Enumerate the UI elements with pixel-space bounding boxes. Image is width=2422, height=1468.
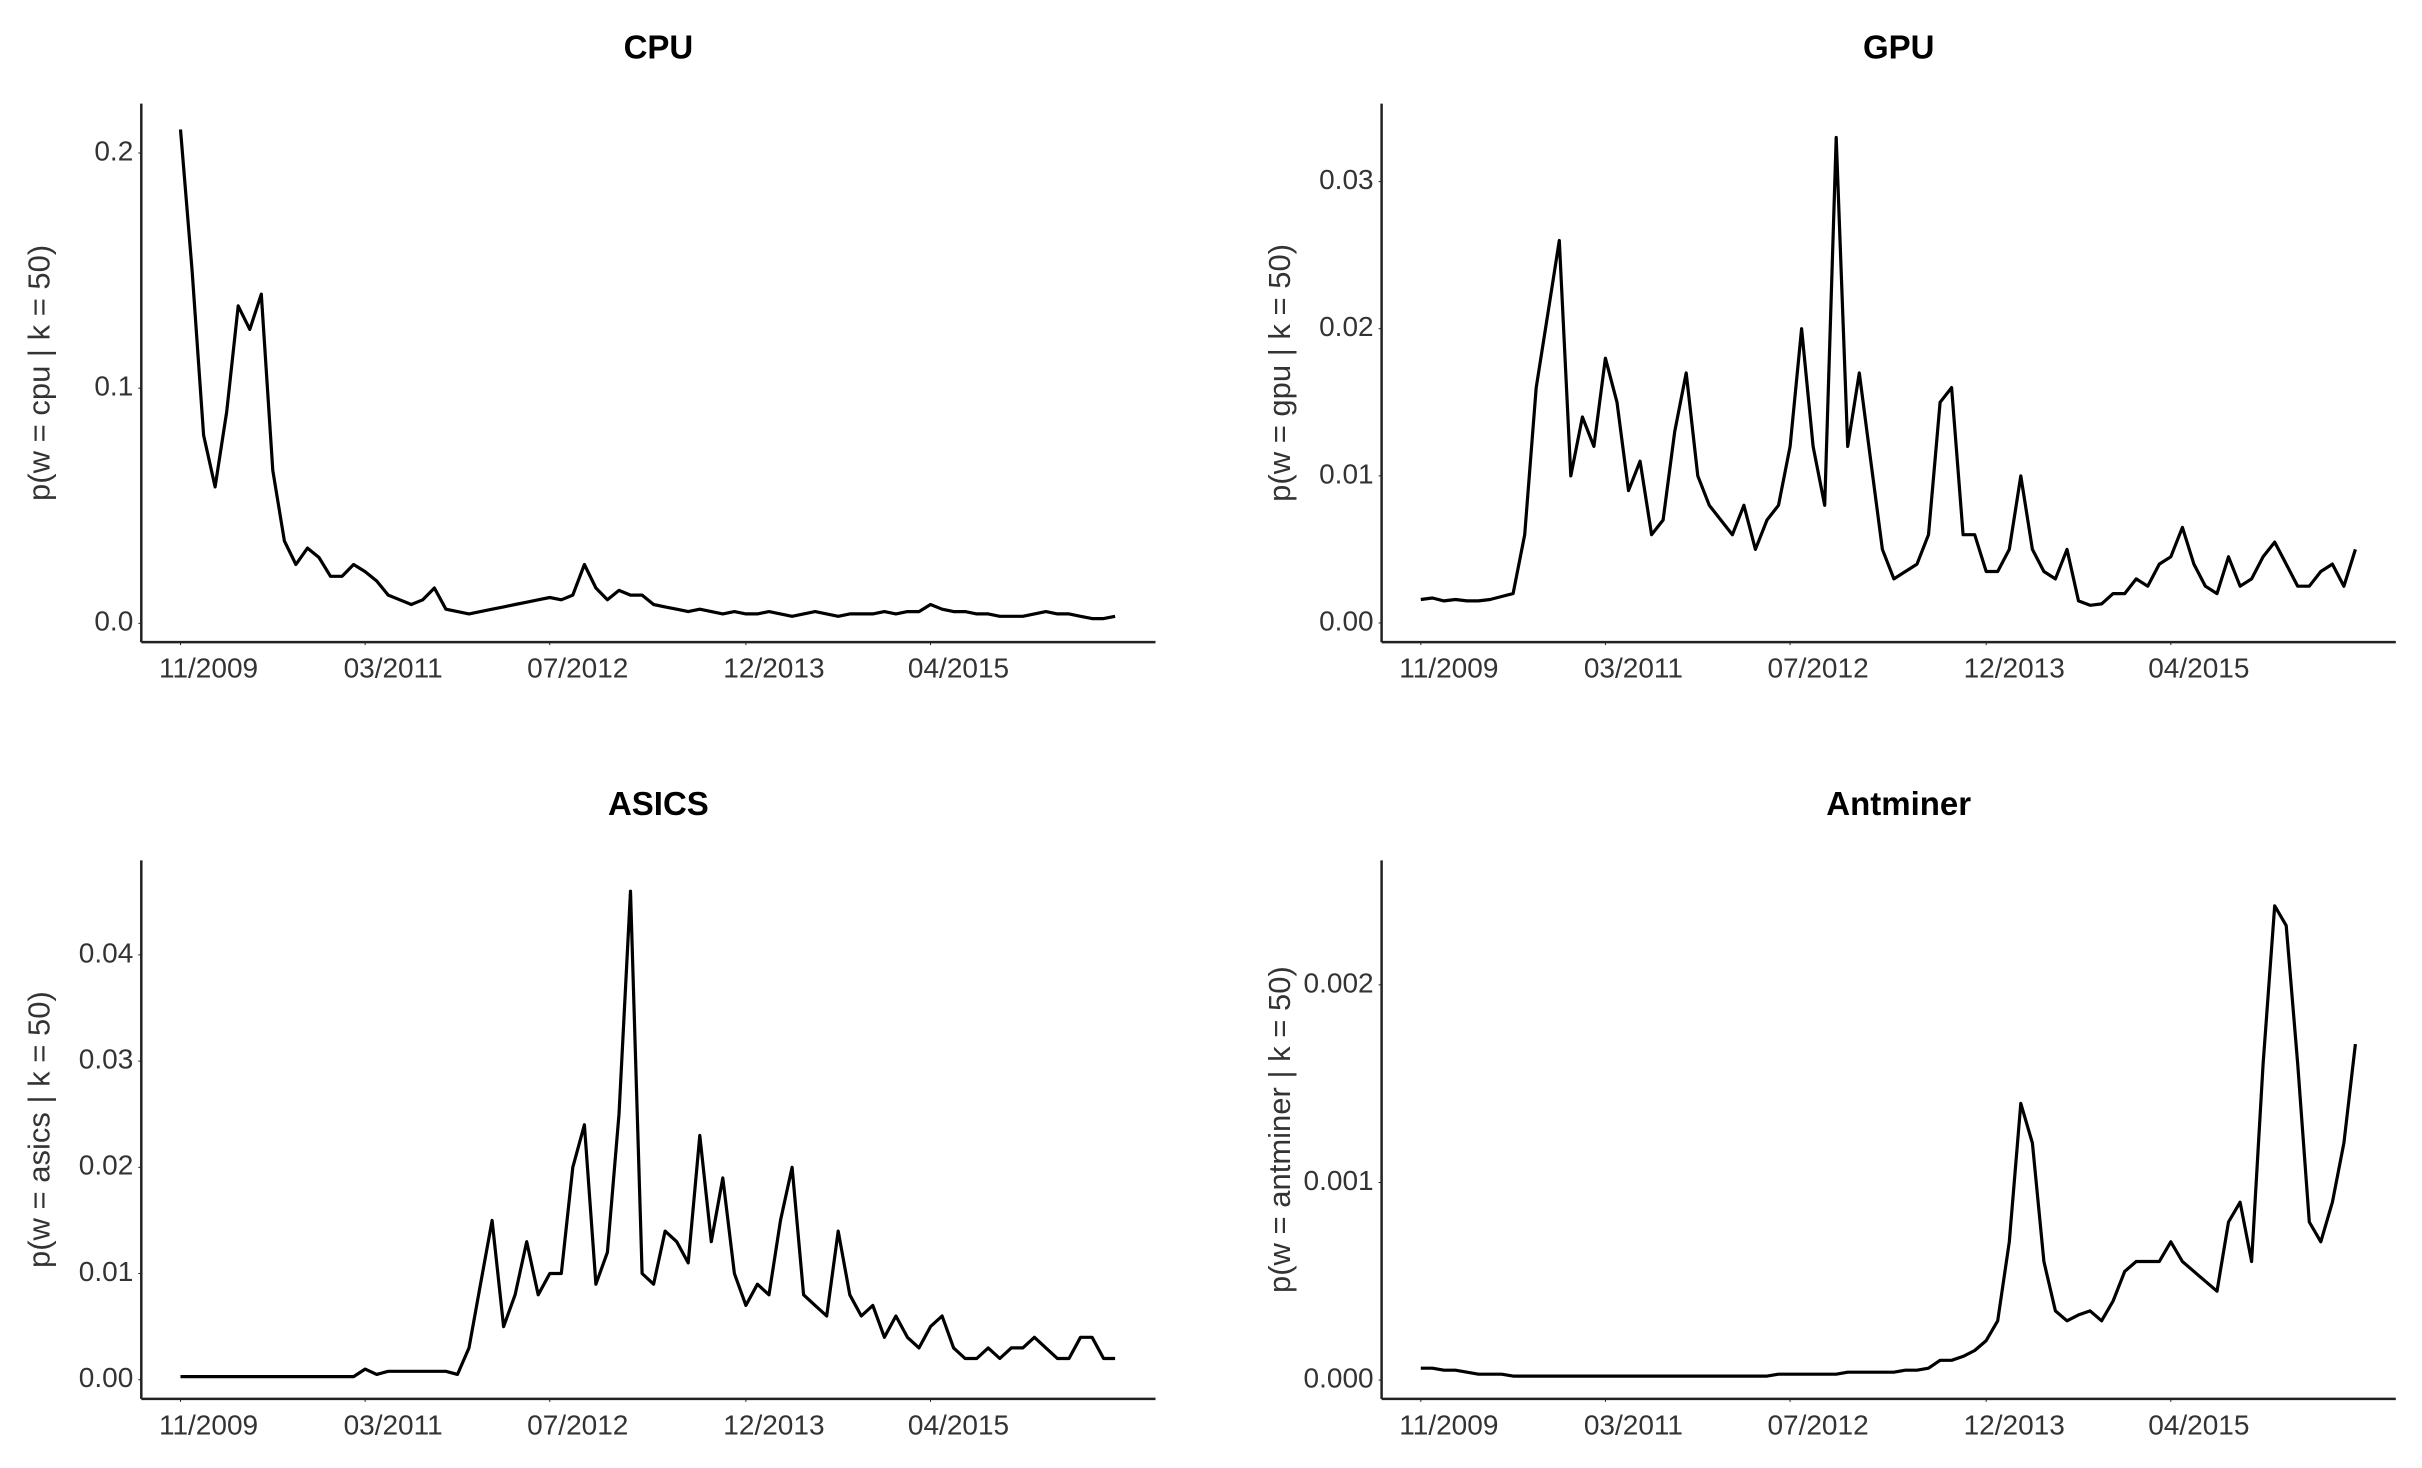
x-tick-label: 07/2012 [1767,1409,1868,1440]
x-tick-label: 04/2015 [908,1409,1009,1440]
x-tick-label: 03/2011 [344,653,443,684]
panel-title: ASICS [608,785,709,822]
y-tick-label: 0.03 [1319,164,1374,195]
x-tick-label: 03/2011 [344,1409,443,1440]
y-tick-label: 0.00 [1319,605,1374,636]
y-tick-label: 0.000 [1304,1362,1374,1393]
y-tick-label: 0.02 [79,1150,134,1181]
data-line [1420,904,2357,1378]
panel-title: CPU [624,28,694,65]
x-tick-label: 03/2011 [1584,1409,1683,1440]
y-tick-label: 0.0 [94,606,133,637]
x-tick-label: 11/2009 [159,1409,258,1440]
x-tick-label: 04/2015 [2148,1409,2249,1440]
x-tick-label: 07/2012 [527,653,628,684]
y-tick-label: 0.002 [1304,967,1374,998]
data-line [178,129,1116,621]
y-tick-label: 0.01 [1319,458,1374,489]
x-tick-label: 11/2009 [1399,1409,1498,1440]
panel: GPU p(w = gpu | k = 50) 0.00 0.01 0.02 0.03 11… [1262,28,2396,684]
x-tick-label: 07/2012 [527,1409,628,1440]
y-axis-label: p(w = antminer | k = 50) [1262,966,1297,1293]
x-tick-label: 12/2013 [723,653,824,684]
x-tick-label: 04/2015 [908,653,1009,684]
x-tick-label: 03/2011 [1584,653,1683,684]
x-tick-label: 12/2013 [1964,1409,2065,1440]
x-tick-label: 12/2013 [723,1409,824,1440]
y-tick-label: 0.1 [94,371,133,402]
panel-title: Antminer [1826,785,1971,822]
y-tick-label: 0.01 [79,1256,134,1287]
x-tick-label: 11/2009 [159,653,258,684]
data-line [180,889,1116,1379]
y-tick-label: 0.02 [1319,311,1374,342]
y-axis-label: p(w = asics | k = 50) [21,991,56,1268]
x-tick-label: 12/2013 [1964,653,2065,684]
y-axis-label: p(w = gpu | k = 50) [1262,244,1297,502]
panel: CPU p(w = cpu | k = 50) 0.0 0.1 0.2 11/2009 03… [21,28,1156,684]
y-tick-label: 0.001 [1304,1165,1374,1196]
x-tick-label: 04/2015 [2148,653,2249,684]
data-line [1420,135,2357,607]
panel: ASICS p(w = asics | k = 50) 0.00 0.01 0.02 0.… [21,785,1156,1440]
x-tick-label: 07/2012 [1767,653,1868,684]
y-tick-label: 0.04 [79,937,134,968]
y-tick-label: 0.2 [94,135,133,166]
y-tick-label: 0.03 [79,1043,134,1074]
panel-title: GPU [1863,28,1935,65]
x-tick-label: 11/2009 [1399,653,1498,684]
y-axis-label: p(w = cpu | k = 50) [21,245,56,501]
panel: Antminer p(w = antminer | k = 50) 0.000 0.0… [1262,785,2396,1440]
y-tick-label: 0.00 [79,1362,134,1393]
